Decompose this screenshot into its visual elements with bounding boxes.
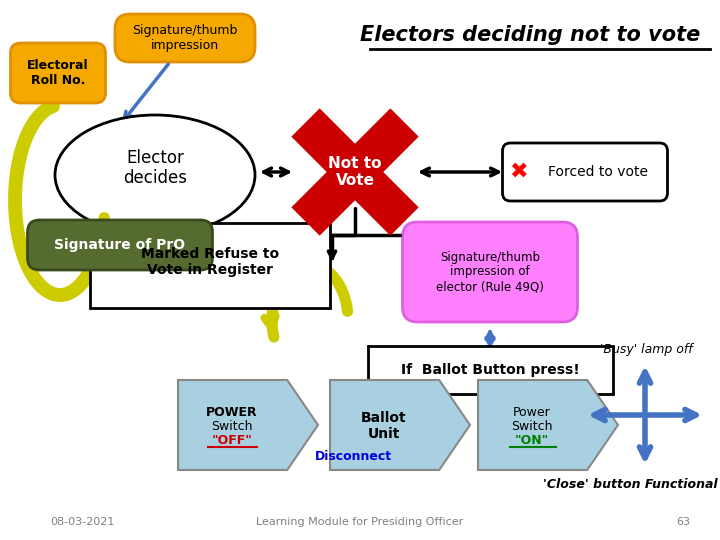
Text: Electors deciding not to vote: Electors deciding not to vote — [360, 25, 700, 45]
Polygon shape — [478, 380, 618, 470]
Text: Not to
Vote: Not to Vote — [328, 156, 382, 188]
Text: Disconnect: Disconnect — [315, 450, 392, 463]
Text: Marked Refuse to
Vote in Register: Marked Refuse to Vote in Register — [141, 247, 279, 277]
Text: Signature/thumb
impression of
elector (Rule 49Q): Signature/thumb impression of elector (R… — [436, 251, 544, 294]
Text: Learning Module for Presiding Officer: Learning Module for Presiding Officer — [256, 517, 464, 527]
Text: Signature/thumb
impression: Signature/thumb impression — [132, 24, 238, 52]
Text: Electoral
Roll No.: Electoral Roll No. — [27, 59, 89, 87]
Text: 08-03-2021: 08-03-2021 — [50, 517, 114, 527]
Text: Signature of PrO: Signature of PrO — [55, 238, 186, 252]
FancyBboxPatch shape — [115, 14, 255, 62]
Text: Switch: Switch — [211, 420, 253, 433]
Bar — [367, 346, 613, 394]
FancyBboxPatch shape — [503, 143, 667, 201]
Ellipse shape — [55, 115, 255, 235]
Text: Elector
decides: Elector decides — [123, 148, 187, 187]
Text: Ballot: Ballot — [361, 411, 407, 425]
Bar — [292, 109, 418, 235]
FancyBboxPatch shape — [402, 222, 577, 322]
Text: "OFF": "OFF" — [212, 435, 253, 448]
Bar — [90, 222, 330, 307]
Text: 63: 63 — [676, 517, 690, 527]
Text: 'Close' button Functional: 'Close' button Functional — [543, 478, 717, 491]
Text: 'Busy' lamp off: 'Busy' lamp off — [600, 343, 693, 356]
Text: ✖: ✖ — [509, 162, 527, 182]
FancyBboxPatch shape — [11, 43, 106, 103]
Text: Forced to vote: Forced to vote — [548, 165, 648, 179]
Text: "ON": "ON" — [515, 435, 549, 448]
FancyBboxPatch shape — [27, 220, 212, 270]
Polygon shape — [178, 380, 318, 470]
Polygon shape — [330, 380, 470, 470]
Text: Unit: Unit — [368, 427, 400, 441]
Text: POWER: POWER — [206, 406, 258, 419]
Bar — [292, 109, 418, 235]
Text: Switch: Switch — [511, 420, 553, 433]
Text: If  Ballot Button press!: If Ballot Button press! — [400, 363, 580, 377]
Text: Power: Power — [513, 406, 551, 419]
